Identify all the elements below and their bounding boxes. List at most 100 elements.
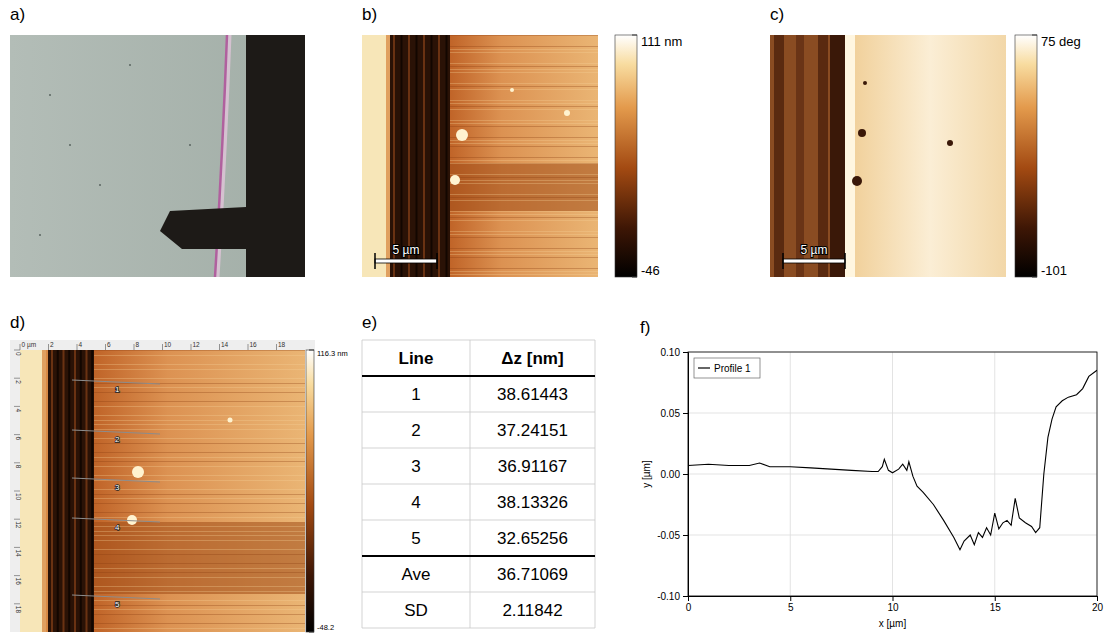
scan-streak — [94, 540, 305, 541]
colorbar-label: -46 — [641, 263, 660, 278]
table-rule — [362, 448, 595, 449]
tick-label: 0 — [686, 602, 692, 613]
trench-streak — [416, 35, 418, 277]
ruler-label: 16 — [250, 341, 258, 348]
colorbar-tick — [632, 277, 637, 278]
ruler-tick — [14, 406, 20, 407]
tick-mark — [683, 352, 688, 353]
scale-bar — [783, 259, 845, 263]
scan-streak — [450, 157, 598, 158]
cantilever — [160, 35, 305, 277]
profile-line-label: 2 — [115, 435, 120, 444]
table-rule — [362, 628, 595, 629]
scan-streak — [94, 420, 305, 421]
substrate — [10, 35, 305, 277]
scan-streak — [94, 526, 305, 527]
scan-streak — [94, 475, 305, 476]
scan-streak — [450, 100, 598, 101]
trench-streak — [438, 35, 440, 277]
table-rule — [362, 556, 595, 557]
colorbar-tick — [1032, 277, 1037, 278]
ruler-tick — [14, 462, 20, 463]
scan-streak — [94, 452, 305, 453]
tick-mark — [683, 474, 688, 475]
tick: 20 — [1092, 596, 1104, 613]
speck — [129, 64, 131, 66]
ruler-label: 10 — [164, 341, 172, 348]
tick-label: 0.10 — [661, 347, 681, 358]
tick-label: 0.05 — [661, 408, 681, 419]
scan-streak — [450, 268, 598, 269]
scan-streak — [94, 614, 305, 615]
ruler-tick — [14, 519, 20, 520]
scan-streak — [94, 438, 305, 439]
scan-streak — [450, 234, 598, 235]
x-axis-title: x [µm] — [879, 618, 907, 629]
scan-streak — [450, 137, 598, 138]
speck — [39, 234, 41, 236]
table-cell: 3 — [411, 457, 420, 476]
height-image — [20, 350, 305, 632]
scan-streak — [450, 49, 598, 50]
axis-line — [683, 353, 689, 597]
colorbar-tick — [309, 350, 314, 351]
scale-bar-label: 5 µm — [801, 243, 828, 257]
stripe-rim — [386, 35, 390, 277]
scan-streak — [450, 271, 598, 272]
scan-streak — [450, 177, 598, 178]
profile-line — [72, 478, 160, 482]
table-rule-bold — [362, 555, 595, 557]
phase-surface — [855, 35, 1006, 277]
ruler-tick — [14, 547, 20, 548]
table-cell: Ave — [402, 565, 431, 584]
tick: 0 — [686, 596, 692, 613]
plot-area — [688, 352, 1097, 596]
ruler-tick — [20, 344, 21, 350]
scan-streak — [450, 248, 598, 249]
scan-streak — [94, 586, 305, 587]
tick-label: 5 — [788, 602, 794, 613]
table-rule — [362, 484, 595, 485]
scale-bar-end — [374, 253, 376, 269]
scan-streak — [450, 194, 598, 195]
ruler-tick — [219, 344, 220, 350]
background — [770, 35, 845, 277]
scan-streak — [450, 123, 598, 124]
surface — [94, 350, 305, 632]
table-rule — [362, 340, 363, 628]
speck — [99, 184, 101, 186]
ruler-tick — [276, 344, 277, 350]
ruler-label: 4 — [15, 408, 22, 412]
colorbar-label: -101 — [1041, 263, 1067, 278]
scan-streak — [450, 52, 598, 53]
scan-streak — [94, 628, 305, 629]
scan-streak — [94, 517, 305, 518]
scan-streak — [450, 35, 598, 36]
scan-streak — [94, 512, 305, 513]
speck — [49, 94, 51, 96]
table-cell: 2 — [411, 421, 420, 440]
ruler-label: 0 — [15, 352, 22, 356]
tick: 10 — [887, 596, 899, 613]
tick-mark — [790, 596, 791, 601]
phase-streak — [830, 35, 845, 277]
panel-label: d) — [10, 313, 25, 332]
table-cell: 36.71069 — [497, 565, 568, 584]
particle — [858, 129, 866, 137]
trench — [390, 35, 450, 277]
scan-streak — [94, 572, 305, 573]
ruler-tick — [14, 350, 20, 351]
tick: 0.05 — [661, 408, 688, 419]
scan-streak — [450, 180, 598, 181]
scan-streak — [94, 429, 305, 430]
phase-image: 5 µm — [770, 35, 1006, 277]
scan-streak — [450, 274, 598, 275]
ruler-tick — [14, 575, 20, 576]
table-rule-bold — [362, 375, 595, 377]
table-cell: 38.13326 — [497, 493, 568, 512]
x-axis: 05101520 — [686, 596, 1104, 613]
scan-streak — [450, 126, 598, 127]
trench-streak — [86, 350, 88, 632]
speck — [189, 144, 191, 146]
scan-streak — [450, 86, 598, 87]
